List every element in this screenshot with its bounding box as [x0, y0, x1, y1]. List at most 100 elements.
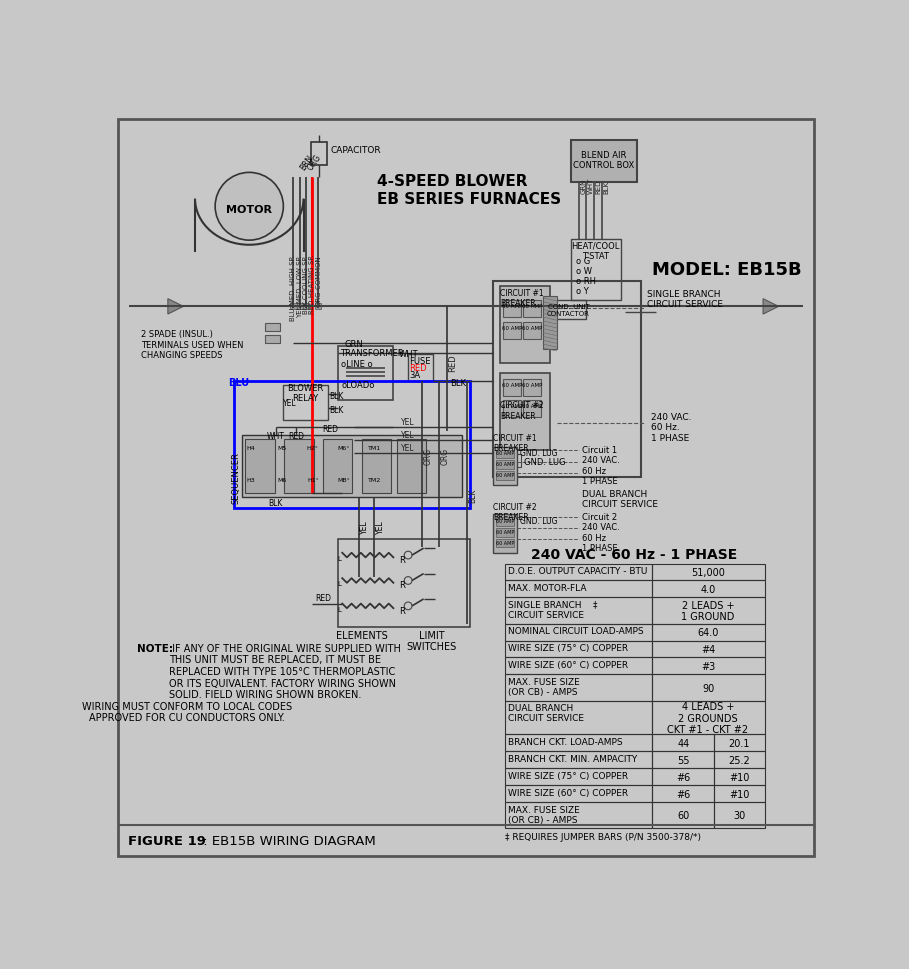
Text: oLINE o: oLINE o	[342, 359, 373, 368]
Text: GND. LUG: GND. LUG	[524, 457, 566, 466]
Text: BLEND AIR
CONTROL BOX: BLEND AIR CONTROL BOX	[573, 150, 634, 170]
Text: MOTOR: MOTOR	[226, 204, 273, 214]
Text: CIRCUIT #1
BREAKER: CIRCUIT #1 BREAKER	[500, 289, 544, 308]
Text: BLK: BLK	[451, 379, 466, 388]
Bar	[714, 752, 764, 768]
Bar	[396, 439, 426, 493]
Bar	[265, 324, 280, 331]
Bar	[653, 786, 714, 802]
Text: oLOADo: oLOADo	[342, 381, 375, 390]
Text: YEL: YEL	[375, 520, 385, 534]
Text: 44: 44	[677, 738, 689, 748]
Bar	[505, 658, 653, 674]
Text: NOTE:: NOTE:	[137, 643, 173, 653]
Text: BRANCH CKT. LOAD-AMPS: BRANCH CKT. LOAD-AMPS	[508, 737, 623, 746]
Text: R: R	[400, 580, 405, 590]
Text: RED: RED	[409, 363, 426, 372]
Bar	[523, 401, 542, 418]
Text: 4 LEADS +
2 GROUNDS
CKT #1 - CKT #2: 4 LEADS + 2 GROUNDS CKT #1 - CKT #2	[667, 702, 749, 735]
Text: CIRCUIT #2
BREAKER: CIRCUIT #2 BREAKER	[500, 401, 544, 421]
Text: : EB15B WIRING DIAGRAM: : EB15B WIRING DIAGRAM	[199, 834, 375, 847]
Text: TM1: TM1	[368, 446, 382, 451]
Text: #6: #6	[676, 772, 690, 782]
Text: YEL: YEL	[401, 443, 415, 453]
Text: WIRE SIZE (75° C) COPPER: WIRE SIZE (75° C) COPPER	[508, 643, 628, 652]
Text: M5: M5	[277, 446, 286, 451]
Text: RED: RED	[448, 355, 457, 372]
Text: L: L	[337, 580, 342, 587]
Bar	[505, 624, 653, 641]
Text: BLK: BLK	[329, 391, 344, 400]
Text: 60 AMP: 60 AMP	[496, 473, 514, 478]
Bar	[523, 323, 542, 339]
Bar	[495, 528, 514, 537]
Text: WHT: WHT	[398, 350, 418, 359]
Text: WIRE SIZE (60° C) COPPER: WIRE SIZE (60° C) COPPER	[508, 788, 628, 797]
Bar	[523, 301, 542, 318]
Bar	[543, 297, 557, 350]
Bar	[714, 735, 764, 752]
Text: 3A: 3A	[409, 370, 420, 379]
Text: WHT: WHT	[588, 178, 594, 194]
Text: H3: H3	[246, 478, 255, 483]
Text: 55: 55	[677, 755, 690, 766]
Text: SINGLE BRANCH
CIRCUIT SERVICE: SINGLE BRANCH CIRCUIT SERVICE	[647, 290, 723, 309]
Bar	[653, 624, 764, 641]
Bar	[315, 304, 321, 310]
Text: 64.0: 64.0	[697, 627, 719, 638]
Text: FIGURE 19: FIGURE 19	[127, 834, 205, 847]
Text: o W: o W	[576, 267, 593, 276]
Text: #4: #4	[701, 644, 715, 654]
Text: 60 AMP: 60 AMP	[502, 326, 522, 330]
Bar	[653, 674, 764, 701]
Text: BLK-COOLING SP.: BLK-COOLING SP.	[303, 255, 309, 313]
Bar	[505, 768, 653, 786]
Bar	[285, 439, 314, 493]
Text: WIRE SIZE (75° C) COPPER: WIRE SIZE (75° C) COPPER	[508, 771, 628, 780]
Text: RED: RED	[288, 431, 304, 441]
Text: 2 SPADE (INSUL.)
TERMINALS USED WHEN
CHANGING SPEEDS: 2 SPADE (INSUL.) TERMINALS USED WHEN CHA…	[141, 330, 244, 359]
Bar	[495, 517, 514, 526]
Bar	[505, 674, 653, 701]
Text: M6: M6	[277, 478, 286, 483]
Bar	[503, 323, 521, 339]
Text: BLK: BLK	[604, 181, 609, 194]
Text: YEL: YEL	[360, 520, 369, 534]
Text: BLU-MED. HIGH SP.: BLU-MED. HIGH SP.	[290, 255, 296, 321]
Text: MAX. FUSE SIZE
(OR CB) - AMPS: MAX. FUSE SIZE (OR CB) - AMPS	[508, 677, 580, 697]
Bar	[303, 304, 309, 310]
Bar	[495, 540, 514, 547]
Text: 60 AMP: 60 AMP	[502, 304, 522, 309]
Bar	[505, 641, 653, 658]
Text: TRANSFORMER: TRANSFORMER	[340, 349, 404, 358]
Polygon shape	[168, 299, 184, 315]
Bar	[323, 439, 353, 493]
Bar	[290, 304, 296, 310]
Text: MB°: MB°	[337, 478, 350, 483]
Bar	[245, 439, 275, 493]
Text: BLU: BLU	[228, 378, 249, 388]
Text: D.O.E. OUTPUT CAPACITY - BTU: D.O.E. OUTPUT CAPACITY - BTU	[508, 566, 647, 576]
Text: 60: 60	[677, 810, 689, 821]
Bar	[495, 451, 514, 458]
Text: 60 AMP: 60 AMP	[522, 383, 543, 388]
Text: 2 LEADS +
1 GROUND: 2 LEADS + 1 GROUND	[682, 600, 734, 622]
Text: HEAT/COOL
T'STAT: HEAT/COOL T'STAT	[572, 241, 620, 261]
Text: MAX. MOTOR-FLA: MAX. MOTOR-FLA	[508, 583, 586, 592]
Bar	[296, 304, 303, 310]
Circle shape	[215, 173, 284, 241]
Text: TM2: TM2	[368, 478, 382, 483]
Bar	[494, 447, 516, 485]
Bar	[242, 435, 463, 497]
Text: 30: 30	[733, 810, 745, 821]
Bar	[653, 598, 764, 624]
Text: L: L	[337, 555, 342, 561]
Text: GND. LUG: GND. LUG	[520, 449, 557, 457]
Text: 60 AMP: 60 AMP	[502, 383, 522, 388]
Text: 51,000: 51,000	[691, 568, 725, 578]
Text: ORG-COMMON: ORG-COMMON	[315, 255, 321, 305]
Bar	[714, 802, 764, 828]
Bar	[503, 379, 521, 396]
Text: IF ANY OF THE ORIGINAL WIRE SUPPLIED WITH
THIS UNIT MUST BE REPLACED, IT MUST BE: IF ANY OF THE ORIGINAL WIRE SUPPLIED WIT…	[169, 643, 401, 700]
Text: BRN: BRN	[298, 153, 315, 172]
